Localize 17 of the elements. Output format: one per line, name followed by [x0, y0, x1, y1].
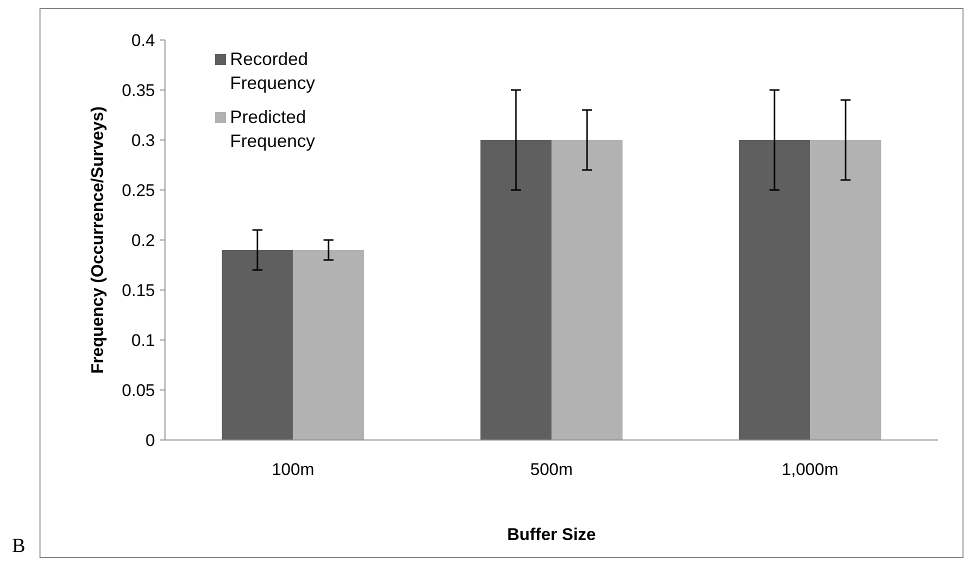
x-axis-title: Buffer Size	[507, 525, 596, 544]
y-tick-label: 0.2	[131, 230, 155, 250]
legend-label: Recorded Frequency	[230, 49, 316, 93]
y-tick-label: 0.25	[122, 180, 155, 200]
y-axis-title: Frequency (Occurrence/Surveys)	[88, 106, 107, 374]
text: B	[12, 535, 26, 557]
x-tick-label: 100m	[272, 460, 314, 479]
y-tick-label: 0.3	[131, 130, 155, 150]
y-tick-label: 0.4	[131, 30, 155, 50]
y-tick-label: 0.1	[131, 330, 155, 350]
y-tick-label: 0.35	[122, 80, 155, 100]
y-tick-label: 0.15	[122, 280, 155, 300]
y-tick-label: 0.05	[122, 380, 155, 400]
y-tick-label: 0	[146, 430, 155, 450]
x-tick-label: 500m	[530, 460, 573, 479]
legend-label: Predicted Frequency	[230, 107, 316, 151]
x-tick-label: 1,000m	[782, 460, 838, 479]
